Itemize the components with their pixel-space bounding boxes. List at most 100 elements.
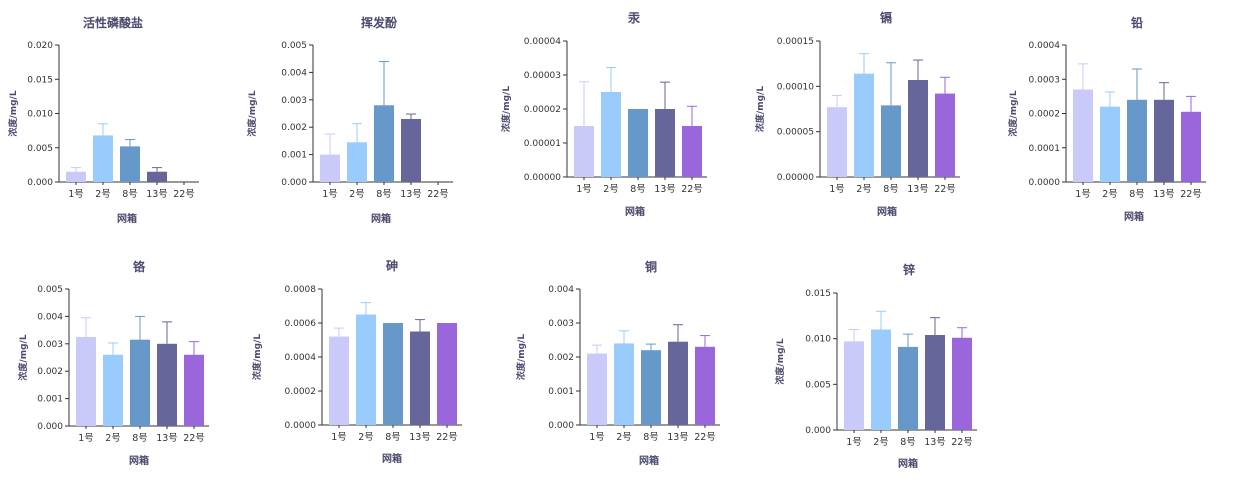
bar — [147, 171, 167, 182]
bar — [120, 146, 140, 182]
x-axis-label: 网箱 — [898, 457, 918, 470]
x-tick-label: 1号 — [68, 189, 84, 200]
x-tick-label: 13号 — [907, 184, 929, 195]
y-tick-label: 0.0002 — [285, 387, 317, 397]
bar — [184, 354, 204, 426]
y-tick-label: 0.001 — [37, 395, 63, 405]
chart-title: 挥发酚 — [361, 15, 398, 30]
bar — [410, 331, 430, 425]
y-axis-label: 浓度/mg/L — [774, 338, 786, 384]
bar — [320, 154, 340, 182]
x-tick-label: 2号 — [616, 432, 632, 443]
bar — [641, 350, 661, 425]
x-axis-label: 网箱 — [877, 205, 897, 218]
x-tick-label: 13号 — [400, 189, 422, 200]
x-tick-label: 2号 — [358, 432, 374, 443]
x-tick-label: 22号 — [681, 184, 703, 195]
x-axis-label: 网箱 — [382, 452, 402, 465]
y-tick-label: 0.000 — [805, 426, 831, 436]
y-axis-label: 浓度/mg/L — [1007, 90, 1019, 136]
bar — [587, 353, 607, 425]
chart-panel: 汞 0.00000 0.00001 0.00002 0.00003 0.00004 浓度/m… — [500, 11, 707, 218]
y-tick-label: 0.0000 — [285, 421, 317, 431]
bar — [614, 343, 634, 425]
bar — [356, 314, 376, 425]
bar — [655, 109, 675, 177]
chart-panel: 铬 0.000 0.001 0.002 0.003 0.004 0.005 浓度/mg/L 1号… — [17, 259, 209, 467]
y-tick-label: 0.0008 — [285, 285, 317, 295]
bar — [827, 107, 847, 177]
y-tick-label: 0.000 — [281, 178, 307, 188]
y-tick-label: 0.020 — [27, 41, 53, 51]
y-tick-label: 0.005 — [805, 380, 831, 390]
x-tick-label: 2号 — [95, 189, 111, 200]
y-tick-label: 0.00002 — [524, 105, 561, 115]
x-tick-label: 1号 — [589, 432, 605, 443]
chart-panel: 镉 0.00000 0.00005 0.00010 0.00015 浓度/mg/L 1号 2号… — [754, 10, 960, 218]
y-tick-label: 0.0004 — [1029, 41, 1061, 51]
x-tick-label: 22号 — [951, 437, 973, 448]
y-tick-label: 0.000 — [548, 421, 574, 431]
x-axis-label: 网箱 — [117, 212, 137, 225]
chart-panel: 砷 0.0000 0.0002 0.0004 0.0006 0.0008 浓度/mg/L 1号… — [251, 258, 462, 465]
y-tick-label: 0.00001 — [524, 139, 561, 149]
x-tick-label: 22号 — [183, 433, 205, 444]
y-tick-label: 0.0000 — [1029, 178, 1061, 188]
chart-panel: 锌 0.000 0.005 0.010 0.015 浓度/mg/L 1号 2号 8号 13号 22号… — [774, 262, 977, 470]
chart-title: 汞 — [627, 11, 641, 25]
y-tick-label: 0.000 — [27, 178, 53, 188]
y-tick-label: 0.001 — [281, 151, 307, 161]
x-axis-label: 网箱 — [129, 454, 149, 467]
y-axis-label: 浓度/mg/L — [515, 334, 527, 380]
y-axis-label: 浓度/mg/L — [7, 90, 19, 136]
x-axis-label: 网箱 — [371, 212, 391, 225]
chart-title: 铬 — [133, 259, 146, 274]
y-tick-label: 0.001 — [548, 387, 574, 397]
x-tick-label: 13号 — [146, 189, 168, 200]
x-tick-label: 1号 — [322, 189, 338, 200]
bar — [76, 336, 96, 426]
x-tick-label: 13号 — [156, 433, 178, 444]
y-tick-label: 0.015 — [27, 75, 53, 85]
y-tick-label: 0.002 — [548, 353, 574, 363]
y-tick-label: 0.00005 — [777, 128, 814, 138]
x-tick-label: 8号 — [1129, 189, 1145, 200]
bar — [374, 105, 394, 182]
x-tick-label: 22号 — [436, 432, 458, 443]
bar — [844, 341, 864, 430]
bar — [871, 329, 891, 430]
x-tick-label: 22号 — [694, 432, 716, 443]
bar — [935, 93, 955, 177]
y-tick-label: 0.005 — [37, 285, 63, 295]
chart-panel: 挥发酚 0.000 0.001 0.002 0.003 0.004 0.005 浓度/mg/L… — [246, 15, 453, 225]
y-tick-label: 0.00010 — [777, 82, 814, 92]
bar — [854, 73, 874, 177]
x-tick-label: 22号 — [934, 184, 956, 195]
y-tick-label: 0.003 — [548, 319, 574, 329]
chart-title: 活性磷酸盐 — [83, 15, 143, 30]
y-tick-label: 0.0004 — [285, 353, 317, 363]
chart-title: 镉 — [880, 10, 892, 25]
x-axis-label: 网箱 — [1124, 210, 1144, 223]
y-axis-label: 浓度/mg/L — [17, 334, 29, 380]
chart-title: 砷 — [386, 258, 398, 273]
x-tick-label: 13号 — [667, 432, 689, 443]
bar — [383, 323, 403, 425]
chart-panel: 铜 0.000 0.001 0.002 0.003 0.004 浓度/mg/L 1号 2号 8号 1… — [515, 259, 720, 467]
x-tick-label: 13号 — [924, 437, 946, 448]
bar — [1154, 99, 1174, 182]
x-tick-label: 13号 — [409, 432, 431, 443]
y-tick-label: 0.00000 — [524, 173, 561, 183]
x-tick-label: 1号 — [846, 437, 862, 448]
y-tick-label: 0.0006 — [285, 319, 317, 329]
y-axis-label: 浓度/mg/L — [754, 86, 766, 132]
x-tick-label: 8号 — [883, 184, 899, 195]
y-tick-label: 0.000 — [37, 422, 63, 432]
bar — [437, 323, 457, 425]
bar — [1127, 99, 1147, 182]
x-tick-label: 8号 — [376, 189, 392, 200]
x-tick-label: 1号 — [576, 184, 592, 195]
bar — [130, 339, 150, 426]
x-tick-label: 2号 — [856, 184, 872, 195]
